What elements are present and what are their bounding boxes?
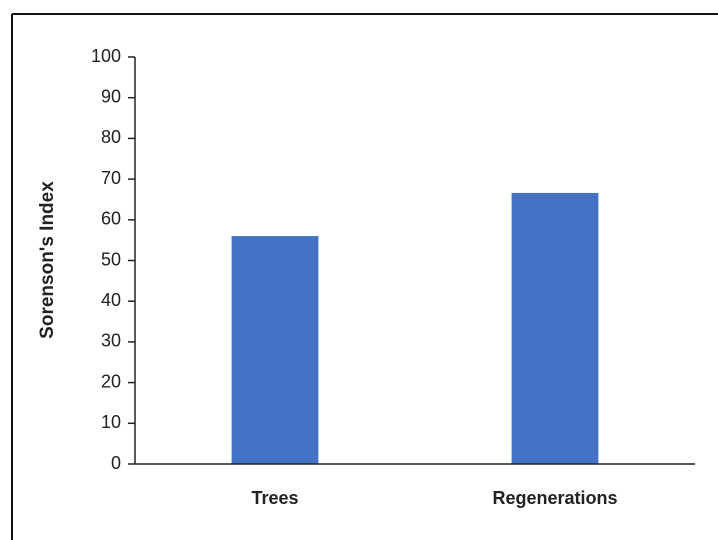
- y-tick-label: 0: [111, 453, 121, 473]
- y-tick-label: 90: [101, 86, 121, 106]
- y-tick-label: 80: [101, 127, 121, 147]
- y-axis-label: Sorenson's Index: [37, 181, 58, 339]
- y-tick-label: 50: [101, 249, 121, 269]
- y-tick-label: 100: [91, 46, 121, 66]
- x-tick-label: Trees: [251, 488, 298, 508]
- x-tick-label: Regenerations: [492, 488, 617, 508]
- y-tick-label: 40: [101, 290, 121, 310]
- y-tick-label: 20: [101, 371, 121, 391]
- y-tick-label: 10: [101, 412, 121, 432]
- bar: [231, 236, 319, 464]
- y-tick-label: 70: [101, 168, 121, 188]
- bar: [511, 192, 599, 465]
- y-tick-label: 30: [101, 331, 121, 351]
- y-tick-label: 60: [101, 209, 121, 229]
